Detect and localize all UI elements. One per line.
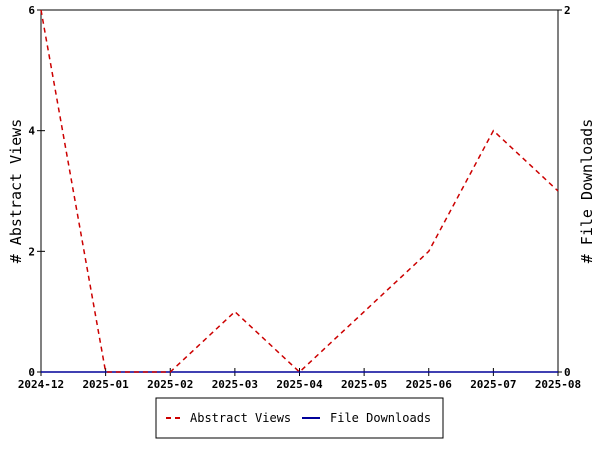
x-tick-label-2025-03: 2025-03 xyxy=(212,378,258,391)
legend: Abstract Views File Downloads xyxy=(155,397,444,439)
left-y-tick-label-6: 6 xyxy=(28,4,35,17)
x-tick-label-2025-04: 2025-04 xyxy=(276,378,323,391)
legend-box xyxy=(155,397,444,439)
x-tick-label-2025-07: 2025-07 xyxy=(470,378,516,391)
x-tick-label-2025-06: 2025-06 xyxy=(406,378,453,391)
plot-frame xyxy=(40,9,559,373)
left-y-axis-title: # Abstract Views xyxy=(7,119,25,264)
x-tick-label-2024-12: 2024-12 xyxy=(18,378,64,391)
left-y-axis-ticks: 0 2 4 6 xyxy=(28,4,45,379)
series-line-abstract-views xyxy=(40,9,559,374)
right-y-tick-label-0: 0 xyxy=(564,366,571,379)
right-y-axis-title: # File Downloads xyxy=(578,119,596,264)
x-axis-tick-labels: 2024-12 2025-01 2025-02 2025-03 2025-04 2025-… xyxy=(18,378,581,391)
legend-label-abstract-views: Abstract Views xyxy=(190,411,291,425)
right-y-tick-label-2: 2 xyxy=(564,4,571,17)
x-tick-label-2025-02: 2025-02 xyxy=(147,378,193,391)
left-y-tick-label-0: 0 xyxy=(28,366,35,379)
x-tick-label-2025-08: 2025-08 xyxy=(535,378,581,391)
x-tick-label-2025-01: 2025-01 xyxy=(82,378,129,391)
right-y-axis-ticks: 02 xyxy=(554,4,571,379)
left-y-tick-label-2: 2 xyxy=(28,245,35,258)
legend-label-file-downloads: File Downloads xyxy=(330,411,431,425)
left-y-tick-label-4: 4 xyxy=(28,125,35,138)
series-layer xyxy=(40,9,559,374)
plot-area: 2024-12 2025-01 2025-02 2025-03 2025-04 2025-… xyxy=(18,4,581,391)
x-tick-label-2025-05: 2025-05 xyxy=(341,378,387,391)
